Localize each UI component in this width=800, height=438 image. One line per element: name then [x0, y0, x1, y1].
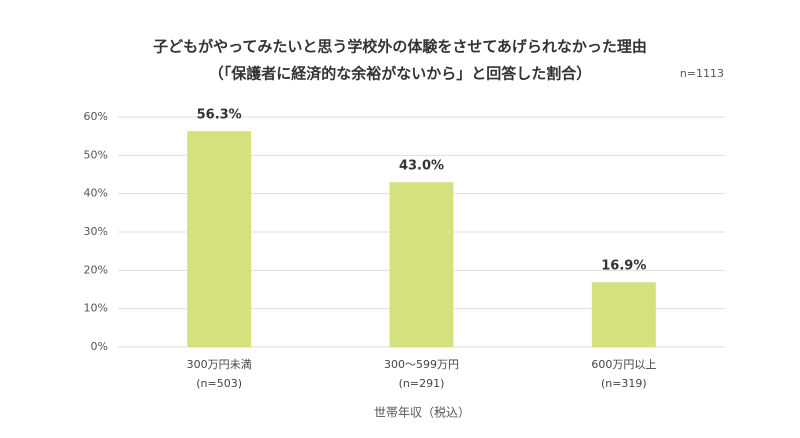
- value-label: 56.3%: [197, 108, 242, 123]
- y-tick-label: 30%: [84, 225, 108, 238]
- y-tick-label: 50%: [84, 148, 108, 161]
- x-axis-title: 世帯年収（税込）: [374, 406, 470, 420]
- value-label: 16.9%: [601, 259, 646, 274]
- y-tick-label: 40%: [84, 187, 108, 200]
- y-tick-label: 0%: [91, 340, 108, 353]
- sample-note: n=1113: [680, 67, 724, 80]
- y-tick-label: 60%: [84, 110, 108, 123]
- chart-subtitle: （「保護者に経済的な余裕がないから」と回答した割合）: [209, 65, 592, 83]
- x-tick-label: 300〜599万円: [384, 358, 459, 371]
- value-label: 43.0%: [399, 159, 444, 174]
- chart-title: 子どもがやってみたいと思う学校外の体験をさせてあげられなかった理由: [153, 38, 647, 56]
- x-tick-label: 300万円未満: [187, 358, 252, 371]
- bar: [389, 182, 454, 347]
- y-tick-label: 20%: [84, 263, 108, 276]
- x-tick-sublabel: (n=291): [399, 377, 445, 390]
- x-tick-label: 600万円以上: [591, 358, 656, 371]
- x-tick-sublabel: (n=503): [196, 377, 242, 390]
- y-tick-label: 10%: [84, 302, 108, 315]
- bar: [187, 131, 252, 347]
- x-tick-sublabel: (n=319): [601, 377, 647, 390]
- bar: [591, 282, 656, 347]
